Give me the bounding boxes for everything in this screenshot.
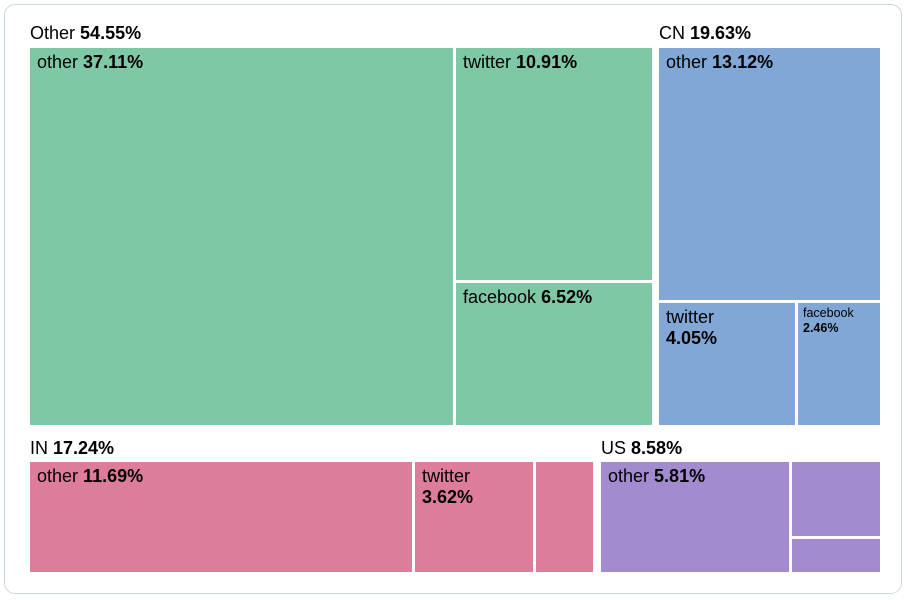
cell-label: other 37.11% — [30, 48, 453, 77]
treemap-cell-other-facebook[interactable]: facebook 6.52% — [456, 283, 652, 425]
treemap-cell-other-other[interactable]: other 37.11% — [30, 48, 453, 425]
treemap-cell-other-twitter[interactable]: twitter 10.91% — [456, 48, 652, 280]
treemap-cell-us-facebook[interactable] — [792, 539, 880, 572]
cell-name: twitter — [422, 466, 471, 486]
cell-value: 11.69% — [83, 466, 144, 486]
group-name: US — [601, 438, 627, 458]
group-value: 8.58% — [631, 438, 683, 458]
group-label-in: IN 17.24% — [30, 437, 114, 459]
treemap-cell-cn-facebook[interactable]: facebook 2.46% — [798, 303, 880, 425]
cell-label: other 11.69% — [30, 462, 412, 491]
cell-value: 5.81% — [654, 466, 706, 486]
cell-value: 37.11% — [83, 52, 144, 72]
treemap-cell-us-other[interactable]: other 5.81% — [601, 462, 789, 572]
treemap-cell-cn-other[interactable]: other 13.12% — [659, 48, 880, 300]
cell-value: 2.46% — [803, 320, 839, 335]
cell-value: 3.62% — [422, 487, 474, 508]
group-value: 19.63% — [690, 23, 752, 43]
cell-name: other — [666, 52, 708, 72]
cell-value: 10.91% — [516, 52, 578, 72]
cell-name: other — [37, 52, 79, 72]
treemap-cell-us-twitter[interactable] — [792, 462, 880, 536]
group-value: 17.24% — [53, 438, 115, 458]
cell-value: 13.12% — [712, 52, 774, 72]
cell-value: 4.05% — [666, 328, 718, 349]
cell-name: other — [608, 466, 650, 486]
treemap-cell-cn-twitter[interactable]: twitter 4.05% — [659, 303, 795, 425]
cell-name: other — [37, 466, 79, 486]
cell-label: other 5.81% — [601, 462, 789, 491]
cell-name: facebook — [803, 306, 854, 320]
cell-label: facebook 6.52% — [456, 283, 652, 312]
group-label-cn: CN 19.63% — [659, 22, 751, 44]
treemap-cell-in-facebook[interactable] — [536, 462, 593, 572]
cell-name: twitter — [463, 52, 512, 72]
cell-value: 6.52% — [541, 287, 593, 307]
cell-label: twitter 10.91% — [456, 48, 652, 77]
cell-label: twitter 4.05% — [659, 303, 795, 353]
cell-label: twitter 3.62% — [415, 462, 533, 512]
group-label-us: US 8.58% — [601, 437, 682, 459]
cell-name: twitter — [666, 307, 715, 327]
group-label-other: Other 54.55% — [30, 22, 141, 44]
group-name: Other — [30, 23, 76, 43]
treemap-cell-in-other[interactable]: other 11.69% — [30, 462, 412, 572]
cell-name: facebook — [463, 287, 537, 307]
group-value: 54.55% — [80, 23, 142, 43]
group-name: CN — [659, 23, 685, 43]
cell-label: other 13.12% — [659, 48, 880, 77]
treemap-cell-in-twitter[interactable]: twitter 3.62% — [415, 462, 533, 572]
group-name: IN — [30, 438, 48, 458]
cell-label: facebook 2.46% — [798, 303, 880, 339]
